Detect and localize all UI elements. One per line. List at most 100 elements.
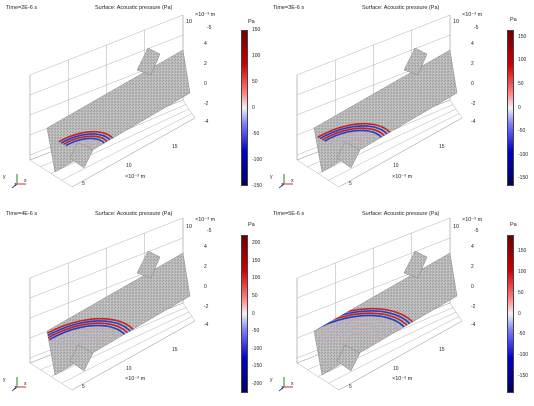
colorbar-tick-label: 0 (518, 104, 521, 111)
colorbar (241, 235, 248, 393)
plot-canvas (29, 14, 196, 188)
colorbar-tick-label: 100 (252, 275, 261, 282)
triad-x-label: x (291, 178, 294, 184)
colorbar-tick-label: 0 (518, 310, 521, 317)
colorbar-tick-label: 100 (518, 268, 527, 275)
colorbar-tick-label: 50 (252, 78, 258, 85)
time-label: Time=4E-6 s (6, 211, 38, 217)
colorbar-tick-label: -150 (518, 175, 529, 182)
y-exponent-label: ×10⁻³ m (195, 217, 216, 223)
colorbar-tick-label: -50 (518, 331, 526, 338)
axis-triad-icon (278, 174, 293, 189)
triad-y-label: y (270, 377, 273, 383)
geometry-surface (46, 250, 191, 376)
colorbar-unit: Pa (248, 19, 255, 25)
colorbar-tick-label: 200 (252, 240, 261, 247)
triad-x-label: x (291, 381, 294, 387)
x-tick-label: 10 (126, 163, 132, 169)
y-tick-label: 4 (204, 41, 207, 47)
y-exponent-label: ×10⁻³ m (462, 12, 483, 18)
x-tick-label: 5 (82, 384, 85, 390)
time-label: Time=3E-6 s (273, 5, 305, 11)
x-tick-label: 5 (82, 181, 85, 187)
colorbar-unit: Pa (248, 222, 255, 228)
colorbar-tick-label: -50 (518, 128, 526, 135)
y-tick-label: -2 (471, 101, 476, 107)
colorbar-unit: Pa (510, 222, 517, 228)
triad-z-label: z (281, 385, 284, 391)
x-tick-label: 10 (393, 163, 399, 169)
colorbar-tick-label: -100 (518, 151, 529, 158)
y-tick-label: 2 (204, 61, 207, 67)
z-top-value: 10 (453, 19, 460, 25)
geometry-surface (313, 47, 458, 173)
triad-y-label: y (3, 174, 6, 180)
y-tick-label: 4 (471, 244, 474, 250)
plot-panel-2: Time=3E-6 s Surface: Acoustic pressure (… (267, 0, 534, 203)
y-tick-label: -5 (474, 25, 479, 31)
x-tick-label: 10 (393, 366, 399, 372)
z-top-value: 10 (453, 224, 460, 230)
colorbar-tick-label: -150 (518, 372, 529, 379)
colorbar (507, 235, 514, 393)
colorbar-tick-label: -150 (252, 182, 263, 189)
colorbar-tick-label: -50 (252, 328, 260, 335)
x-tick-label: 15 (172, 144, 178, 150)
colorbar-tick-label: 150 (252, 257, 261, 264)
plot-canvas (296, 217, 463, 391)
colorbar-tick-label: -150 (252, 363, 263, 370)
x-tick-label: 5 (349, 384, 352, 390)
triad-x-label: x (24, 178, 27, 184)
y-tick-label: 4 (204, 244, 207, 250)
y-tick-label: -2 (471, 304, 476, 310)
y-tick-label: -4 (204, 322, 209, 328)
x-exponent-label: ×10⁻³ m (392, 376, 413, 382)
z-top-value: 10 (186, 224, 193, 230)
axis-triad-icon (278, 377, 293, 392)
x-exponent-label: ×10⁻³ m (125, 174, 146, 180)
colorbar-tick-label: 0 (252, 104, 255, 111)
colorbar-tick-label: 50 (518, 80, 524, 87)
plot-title: Surface: Acoustic pressure (Pa) (95, 211, 173, 217)
colorbar-tick-label: 100 (518, 57, 527, 64)
colorbar (507, 30, 514, 186)
y-exponent-label: ×10⁻³ m (195, 12, 216, 18)
triad-z-label: z (281, 182, 284, 188)
y-tick-label: -4 (471, 322, 476, 328)
triad-x-label: x (24, 381, 27, 387)
triad-y-label: y (270, 174, 273, 180)
axis-triad-icon (11, 174, 26, 189)
time-label: Time=2E-6 s (6, 5, 38, 11)
geometry-surface (313, 250, 458, 376)
time-label: Time=5E-6 s (273, 211, 305, 217)
colorbar-tick-label: 150 (518, 248, 527, 255)
y-tick-label: -2 (204, 304, 209, 310)
z-top-value: 10 (186, 19, 193, 25)
triad-y-label: y (3, 377, 6, 383)
x-exponent-label: ×10⁻³ m (125, 376, 146, 382)
y-tick-label: 2 (471, 61, 474, 67)
y-exponent-label: ×10⁻³ m (462, 217, 483, 223)
colorbar (241, 30, 248, 186)
x-tick-label: 10 (126, 366, 132, 372)
y-tick-label: -5 (474, 228, 479, 234)
plot-title: Surface: Acoustic pressure (Pa) (362, 211, 440, 217)
y-tick-label: -2 (204, 101, 209, 107)
y-tick-label: 0 (204, 284, 207, 290)
colorbar-tick-label: -200 (252, 380, 263, 387)
plot-canvas (296, 14, 463, 188)
colorbar-tick-label: 50 (252, 292, 258, 299)
colorbar-tick-label: 150 (252, 26, 261, 33)
y-tick-label: 2 (471, 264, 474, 270)
y-tick-label: 0 (471, 81, 474, 87)
y-tick-label: -4 (204, 119, 209, 125)
y-tick-label: -5 (207, 228, 212, 234)
y-tick-label: 0 (204, 81, 207, 87)
plot-canvas (29, 217, 196, 391)
plot-panel-3: Time=4E-6 s Surface: Acoustic pressure (… (0, 203, 267, 406)
colorbar-tick-label: -100 (252, 345, 263, 352)
colorbar-tick-label: -100 (518, 352, 529, 359)
plot-title: Surface: Acoustic pressure (Pa) (362, 5, 440, 11)
x-exponent-label: ×10⁻³ m (392, 174, 413, 180)
y-tick-label: 2 (204, 264, 207, 270)
